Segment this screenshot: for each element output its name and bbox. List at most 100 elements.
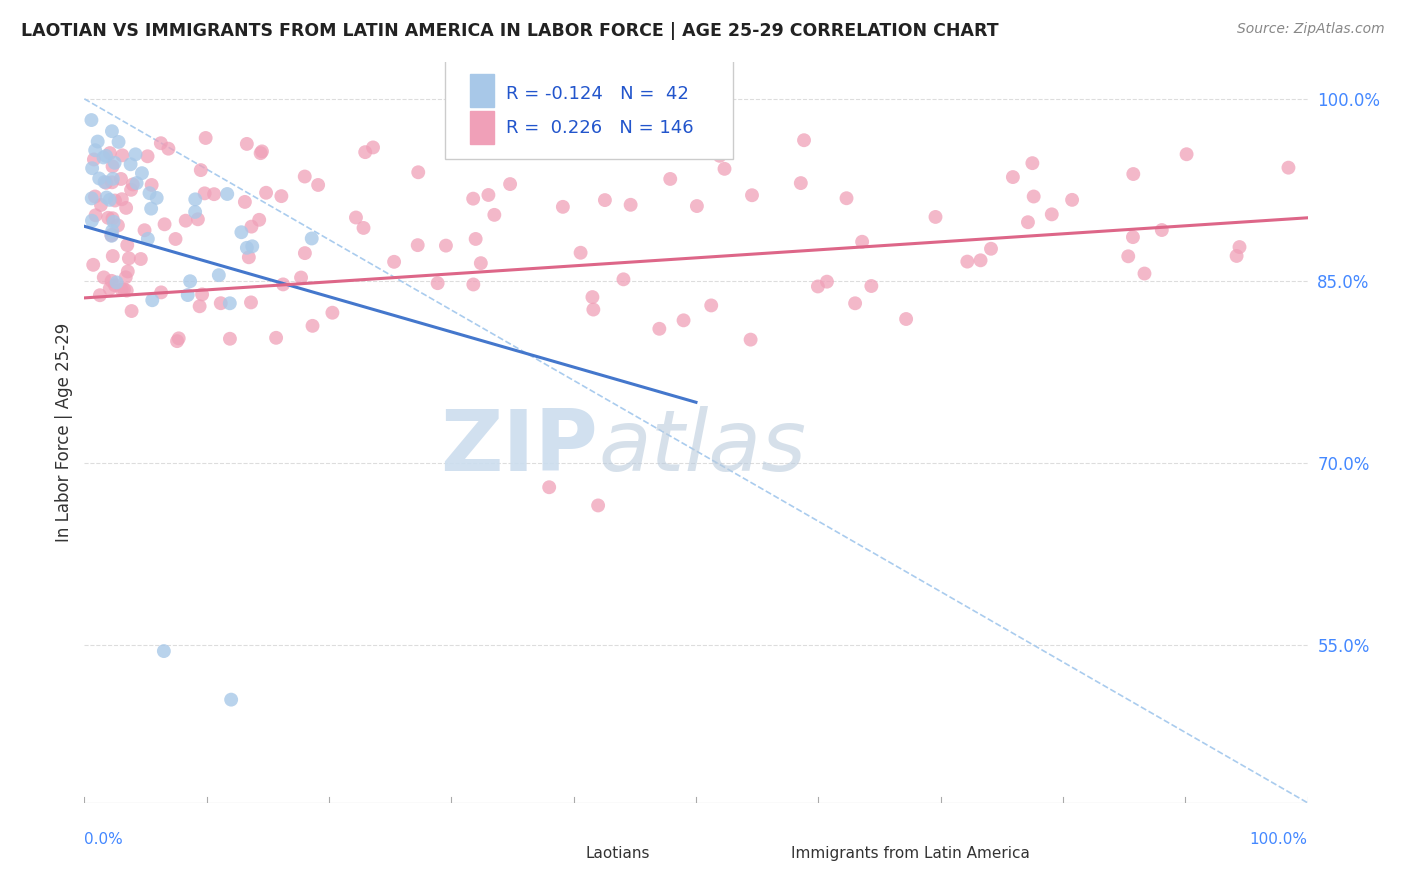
Point — [209, 296, 232, 310]
Point — [131, 166, 153, 180]
Point — [134, 223, 156, 237]
Point — [138, 186, 160, 201]
Point — [101, 224, 124, 238]
Point — [80, 191, 103, 205]
Point — [740, 333, 762, 347]
Point — [111, 148, 134, 162]
Text: R =  0.226   N = 146: R = 0.226 N = 146 — [506, 120, 695, 137]
Point — [1277, 161, 1299, 175]
Point — [117, 264, 139, 278]
Point — [1133, 267, 1156, 281]
Point — [1040, 207, 1063, 221]
Point — [233, 194, 256, 209]
Point — [648, 122, 671, 136]
Point — [581, 290, 603, 304]
Point — [247, 212, 270, 227]
Text: 0.0%: 0.0% — [84, 831, 124, 847]
Point — [499, 177, 522, 191]
Point — [236, 136, 259, 151]
Text: Source: ZipAtlas.com: Source: ZipAtlas.com — [1237, 22, 1385, 37]
Point — [851, 235, 873, 249]
Point — [790, 176, 813, 190]
Point — [115, 284, 138, 298]
Text: Immigrants from Latin America: Immigrants from Latin America — [792, 846, 1031, 861]
Point — [141, 202, 163, 216]
Point — [1229, 240, 1251, 254]
FancyBboxPatch shape — [446, 59, 733, 159]
Point — [104, 278, 127, 293]
FancyBboxPatch shape — [470, 111, 494, 144]
Point — [354, 145, 377, 160]
Point — [101, 175, 124, 189]
Point — [141, 178, 163, 192]
Point — [82, 161, 104, 176]
Point — [208, 268, 231, 282]
Point — [569, 245, 592, 260]
Point — [353, 221, 375, 235]
Point — [894, 312, 917, 326]
Point — [121, 304, 143, 318]
Point — [700, 298, 723, 312]
Point — [129, 252, 152, 266]
Point — [672, 313, 695, 327]
Point — [612, 272, 634, 286]
Point — [1175, 147, 1198, 161]
Point — [94, 149, 117, 163]
Point — [100, 274, 122, 288]
Point — [835, 191, 858, 205]
Point — [301, 231, 323, 245]
Point — [118, 252, 141, 266]
Point — [240, 295, 263, 310]
Point — [84, 143, 107, 157]
Point — [136, 232, 159, 246]
Point — [344, 211, 367, 225]
Point — [844, 296, 866, 310]
Point — [1122, 230, 1144, 244]
Point — [194, 186, 217, 201]
Point — [112, 282, 135, 296]
Point — [623, 136, 645, 150]
FancyBboxPatch shape — [550, 835, 576, 858]
Point — [97, 211, 120, 225]
Point — [741, 188, 763, 202]
Point — [184, 192, 207, 206]
Point — [124, 147, 146, 161]
Point — [426, 276, 449, 290]
Point — [80, 113, 103, 128]
Point — [90, 198, 112, 212]
Point — [270, 189, 292, 203]
FancyBboxPatch shape — [470, 73, 494, 107]
Point — [174, 213, 197, 227]
Point — [89, 288, 111, 302]
Point — [1150, 223, 1173, 237]
Point — [202, 187, 225, 202]
Point — [1022, 189, 1045, 203]
Point — [98, 193, 121, 207]
Point — [101, 160, 124, 174]
Point — [93, 151, 115, 165]
Point — [1116, 249, 1139, 263]
Point — [190, 163, 212, 178]
Point — [120, 183, 142, 197]
Point — [382, 255, 405, 269]
Point — [191, 287, 214, 301]
Point — [121, 178, 143, 192]
Point — [807, 279, 830, 293]
Point — [463, 192, 485, 206]
FancyBboxPatch shape — [758, 835, 785, 858]
Point — [582, 302, 605, 317]
Point — [236, 241, 259, 255]
Point — [249, 146, 271, 161]
Text: R = -0.124   N =  42: R = -0.124 N = 42 — [506, 85, 689, 103]
Point — [709, 149, 731, 163]
Point — [1226, 249, 1249, 263]
Point — [1021, 156, 1043, 170]
Point — [217, 186, 239, 201]
Point — [956, 254, 979, 268]
Point — [294, 169, 316, 184]
Point — [96, 190, 118, 204]
Point — [101, 211, 124, 226]
Point — [434, 238, 457, 252]
Point — [101, 227, 124, 242]
Point — [94, 176, 117, 190]
